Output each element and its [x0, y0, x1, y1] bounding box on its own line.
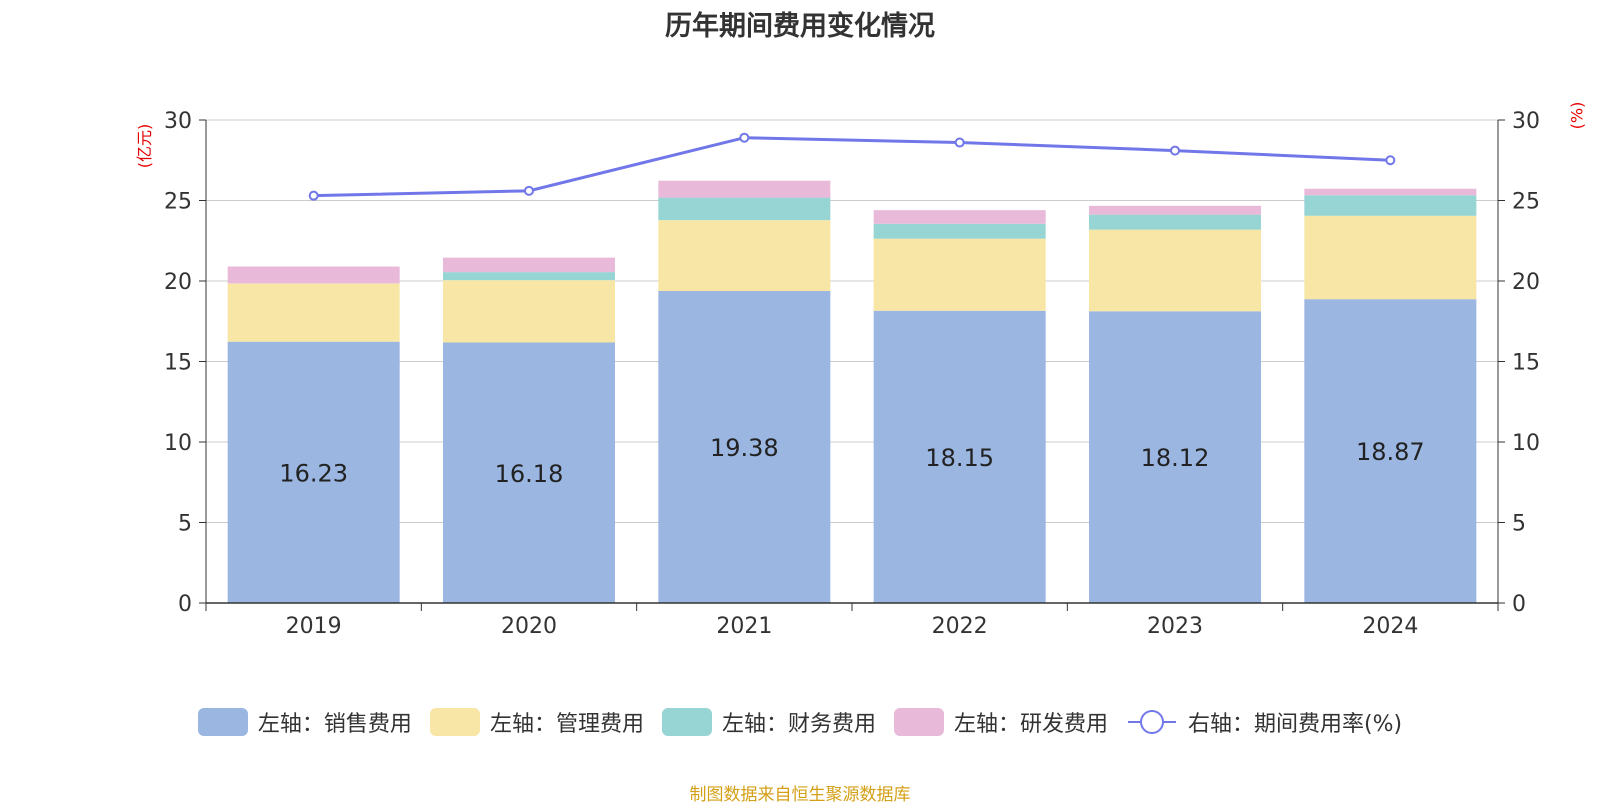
- right-tick-label: 10: [1512, 431, 1540, 456]
- left-tick-label: 15: [164, 351, 192, 376]
- x-tick-label: 2021: [716, 614, 772, 639]
- bar-segment: [873, 210, 1046, 224]
- left-tick-label: 30: [164, 109, 192, 134]
- right-tick-label: 30: [1512, 109, 1540, 134]
- chart-plot: 0 5 10 15 20 25 30 0 5 10 15 20 25 30 16.23 16.18 19.38 1…: [164, 109, 1540, 639]
- legend-label: 左轴：研发费用: [953, 712, 1108, 737]
- legend-swatch: [893, 708, 944, 736]
- rate-point: [1170, 145, 1180, 156]
- left-tick-label: 25: [164, 190, 192, 215]
- right-tick-label: 20: [1512, 270, 1540, 295]
- bar-segment: [873, 310, 1046, 603]
- legend-item[interactable]: 右轴：期间费用率(%): [1126, 706, 1402, 738]
- legend-swatch: [429, 708, 480, 736]
- rate-point: [308, 190, 319, 201]
- legend-item[interactable]: 左轴：管理费用: [429, 706, 644, 738]
- legend-label: 左轴：财务费用: [721, 712, 876, 737]
- legend-item[interactable]: 左轴：财务费用: [661, 706, 876, 738]
- bar-segment: [658, 180, 831, 198]
- legend-item[interactable]: 左轴：研发费用: [893, 706, 1108, 738]
- bar-segment: [443, 257, 615, 273]
- bar-value-label: 18.15: [925, 444, 994, 472]
- rate-point: [524, 185, 534, 196]
- right-tick-label: 0: [1512, 592, 1526, 617]
- bar-segment: [873, 238, 1046, 311]
- bar-segment: [1089, 311, 1261, 603]
- right-tick-label: 15: [1512, 351, 1540, 376]
- bar-segment: [873, 223, 1046, 239]
- bar-segment: [1304, 299, 1477, 603]
- legend-label: 右轴：期间费用率(%): [1187, 712, 1403, 737]
- rate-point: [954, 137, 965, 148]
- bar-segment: [227, 341, 400, 603]
- rate-line: [313, 136, 1391, 198]
- bar-segment: [1089, 214, 1261, 230]
- legend-label: 左轴：管理费用: [489, 712, 644, 737]
- bar-segment: [658, 290, 831, 603]
- bar-value-label: 16.18: [495, 460, 564, 488]
- bar-value-label: 18.87: [1356, 438, 1425, 466]
- left-tick-label: 20: [164, 270, 192, 295]
- left-tick-label: 0: [178, 592, 192, 617]
- bar-segment: [1304, 188, 1477, 196]
- bar-segment: [658, 197, 831, 221]
- right-tick-label: 5: [1512, 512, 1526, 537]
- chart-title: 历年期间费用变化情况: [665, 11, 935, 42]
- x-tick-label: 2020: [501, 614, 557, 639]
- legend-line-marker-icon: [1127, 710, 1176, 734]
- bar-segment: [227, 266, 400, 284]
- legend-label: 左轴：销售费用: [257, 712, 412, 737]
- legend: 左轴：销售费用 左轴：管理费用 左轴：财务费用 左轴：研发费用 右轴：期间费用率(%): [0, 706, 1600, 738]
- left-tick-label: 5: [178, 512, 192, 537]
- legend-swatch: [197, 708, 248, 736]
- legend-item[interactable]: 左轴：销售费用: [197, 706, 412, 738]
- legend-swatch: [661, 708, 712, 736]
- bar-segment: [227, 283, 400, 342]
- bar-segment: [1089, 205, 1261, 215]
- bar-segment: [1304, 195, 1477, 216]
- bar-segment: [443, 342, 615, 603]
- bar-segment: [443, 272, 615, 281]
- bar-segment: [443, 280, 615, 343]
- rate-point: [739, 132, 750, 143]
- x-tick-label: 2019: [286, 614, 342, 639]
- data-source: 制图数据来自恒生聚源数据库: [689, 785, 911, 805]
- x-tick-label: 2024: [1362, 614, 1418, 639]
- x-tick-label: 2022: [932, 614, 988, 639]
- bar-value-label: 19.38: [710, 434, 779, 462]
- right-tick-label: 25: [1512, 190, 1540, 215]
- left-tick-label: 10: [164, 431, 192, 456]
- bar-segment: [658, 220, 831, 291]
- bar-segment: [1089, 229, 1261, 312]
- x-tick-label: 2023: [1147, 614, 1203, 639]
- rate-point: [1385, 155, 1396, 166]
- bar-segment: [1304, 215, 1477, 300]
- bar-value-label: 16.23: [279, 459, 348, 487]
- bar-value-label: 18.12: [1141, 444, 1210, 472]
